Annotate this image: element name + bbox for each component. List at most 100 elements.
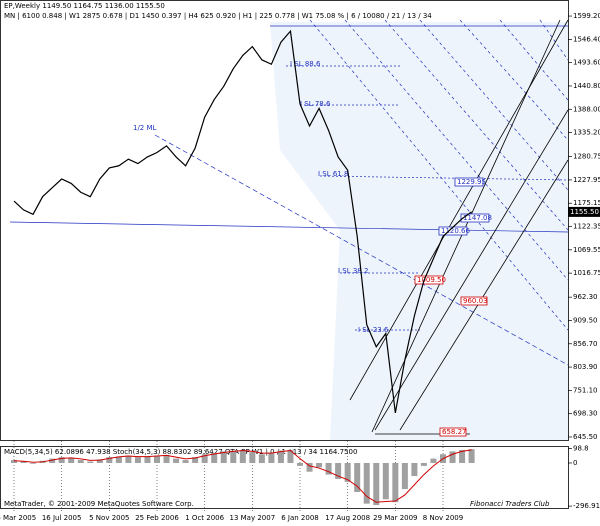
macd-bar [268,452,275,463]
annotation: I SL 61.8 [318,170,348,178]
x-tick-label: 29 Mar 2009 [373,514,417,522]
last-price-box [568,206,600,217]
annotations: 1/2 ML I SL 88.6 I SL 78.6 I SL 61.8 I S… [133,60,492,437]
x-tick-label: 16 Jul 2005 [42,514,82,522]
macd-bar [449,451,456,463]
y-tick-label: 1388.00 [573,105,600,113]
level-box [460,213,490,223]
macd-bar [459,449,466,463]
macd-bar [420,462,427,466]
macd-bar [20,461,27,463]
annotation: 1/2 ML [133,124,157,132]
annotation: 1229.95 [457,178,486,186]
macd-bar [249,452,256,463]
macd-bar [106,457,113,463]
macd-bar [154,455,160,463]
last-price-label: 1155.50 [570,208,599,216]
macd-bar [325,462,332,475]
macd-bar [163,454,170,463]
macd-bar [96,459,103,463]
macd-bar [306,462,313,472]
fan-area [270,22,568,440]
annotation: 960.03 [463,297,488,305]
macd-bar [68,457,75,463]
macd-bar [354,462,361,493]
y-tick-label: 1546.40 [573,35,600,43]
y-tick-label: 698.30 [573,410,598,418]
x-tick-label: 26 Mar 2005 [0,514,36,522]
y-tick-label: 1440.80 [573,82,600,90]
fib-lines [9,19,569,366]
y-tick-label: 1280.75 [573,153,600,161]
y-tick-label: 803.90 [573,363,598,371]
y-tick-label: 1016.75 [573,269,600,277]
macd-bar [192,457,199,463]
y-tick-label: 751.10 [573,386,598,394]
y-tick-label: 1175.15 [573,199,600,207]
annotation: I SL 23.6 [358,326,389,334]
header-line: MN | 6100 0.848 | W1 2875 0.678 | D1 145… [4,12,432,20]
macd-bar [220,451,227,463]
macd-bar [363,462,370,504]
macd-bar [287,449,294,463]
y-tick-label: 1122.35 [573,223,600,231]
macd-bar [211,452,218,463]
macd-bar [201,454,208,463]
price-line [13,29,472,414]
macd-bar [277,450,284,463]
macd-bar [297,462,303,466]
y-tick-label: 909.50 [573,316,598,324]
y-tick-label: 0 [573,459,577,467]
macd-bar [239,449,246,463]
y-tick-label: 645.50 [573,433,598,441]
price-frame [0,0,569,441]
x-tick-label: 13 May 2007 [230,514,276,522]
annotation: I SL 78.6 [300,100,331,108]
macd-bar [230,450,237,463]
macd-bar [125,455,132,463]
macd-bar [77,460,84,463]
level-box [439,427,467,437]
y-tick-label: -296.914 [573,502,600,510]
y-tick-label: 856.70 [573,340,598,348]
macd-bar [87,461,94,463]
club-label: Fibonacci Traders Club [470,500,550,508]
macd-bar [173,458,180,463]
macd-bar [49,458,56,463]
header-line: EP,Weekly 1149.50 1164.75 1136.00 1155.5… [4,2,165,10]
x-tick-label: 1 Oct 2006 [185,514,224,522]
x-tick-label: 6 Jan 2008 [281,514,319,522]
macd-bar [316,462,323,468]
macd-bar [392,462,399,503]
x-tick-label: 5 Nov 2005 [89,514,129,522]
annotation: 658.27 [442,428,467,436]
macd-bar [468,449,475,463]
macd-bar [115,456,122,463]
macd-frame [0,446,569,509]
signal-line [13,449,472,503]
y-tick-label: 1227.95 [573,176,600,184]
copyright: MetaTrader, © 2001-2009 MetaQuotes Softw… [4,500,194,508]
macd-bar [144,456,151,463]
x-tick-label: 25 Feb 2006 [135,514,179,522]
y-tick-label: 1493.60 [573,59,600,67]
macd-bar [258,454,265,463]
macd-bar [373,462,380,506]
macd-bar [430,458,437,463]
macd-bar [344,462,351,482]
macd-bar [182,460,189,463]
macd-bar [134,457,141,463]
level-box [414,275,444,285]
x-tick-label: 17 Aug 2008 [325,514,370,522]
level-box [454,177,484,187]
y-tick-label: 1069.55 [573,246,600,254]
level-box [460,296,488,306]
annotation: I SL 38.2 [338,267,368,275]
macd-bar [401,462,408,490]
y-tick-label: 1599.20 [573,12,600,20]
annotation: 1120.66 [441,227,470,235]
y-tick-label: 1335.20 [573,129,600,137]
annotation: 1009.50 [417,276,446,284]
macd-bar [11,460,17,463]
